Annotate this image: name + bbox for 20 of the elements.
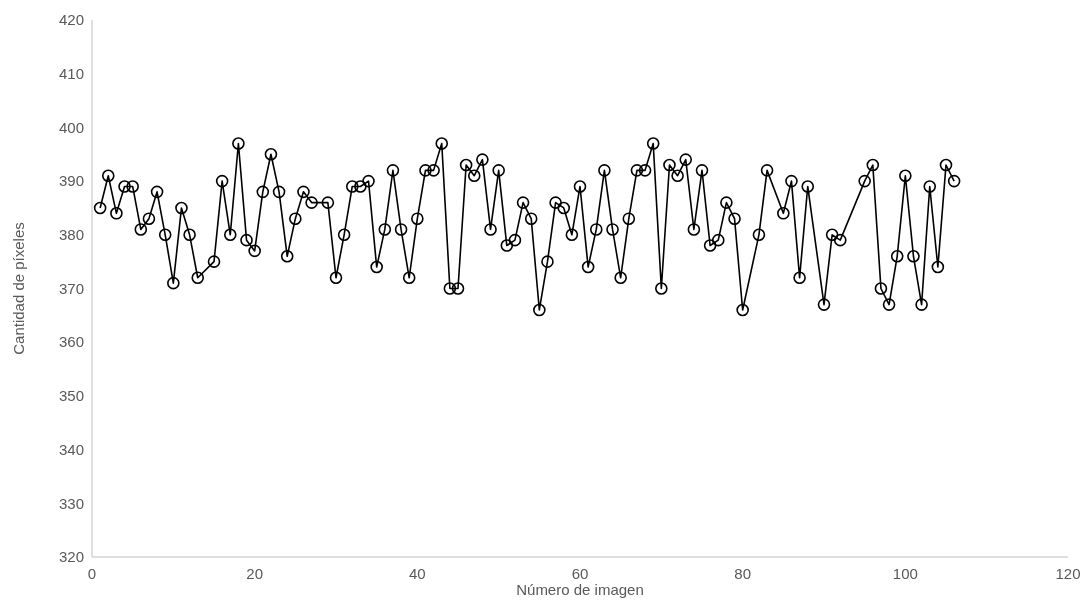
y-tick-label: 320: [58, 548, 84, 566]
y-tick-label: 340: [58, 440, 84, 458]
x-tick-label: 120: [1055, 565, 1081, 582]
x-tick-label: 80: [734, 565, 752, 582]
x-tick-label: 0: [87, 565, 97, 582]
x-tick-label: 100: [892, 565, 918, 582]
y-tick-label: 360: [58, 333, 84, 351]
x-tick-label: 40: [408, 565, 426, 582]
y-tick-label: 400: [58, 118, 84, 136]
y-tick-label: 380: [58, 226, 84, 244]
y-tick-label: 390: [58, 172, 84, 190]
y-tick-label: 350: [58, 387, 84, 405]
x-tick-label: 20: [246, 565, 264, 582]
y-tick-label: 370: [58, 279, 84, 297]
y-tick-label: 330: [58, 494, 84, 512]
y-axis-title: Cantidad de píxeles: [10, 222, 27, 355]
y-tick-label: 420: [58, 11, 84, 29]
x-tick-label: 60: [571, 565, 589, 582]
x-axis-title: Número de imagen: [516, 581, 644, 598]
y-tick-label: 410: [58, 64, 84, 82]
